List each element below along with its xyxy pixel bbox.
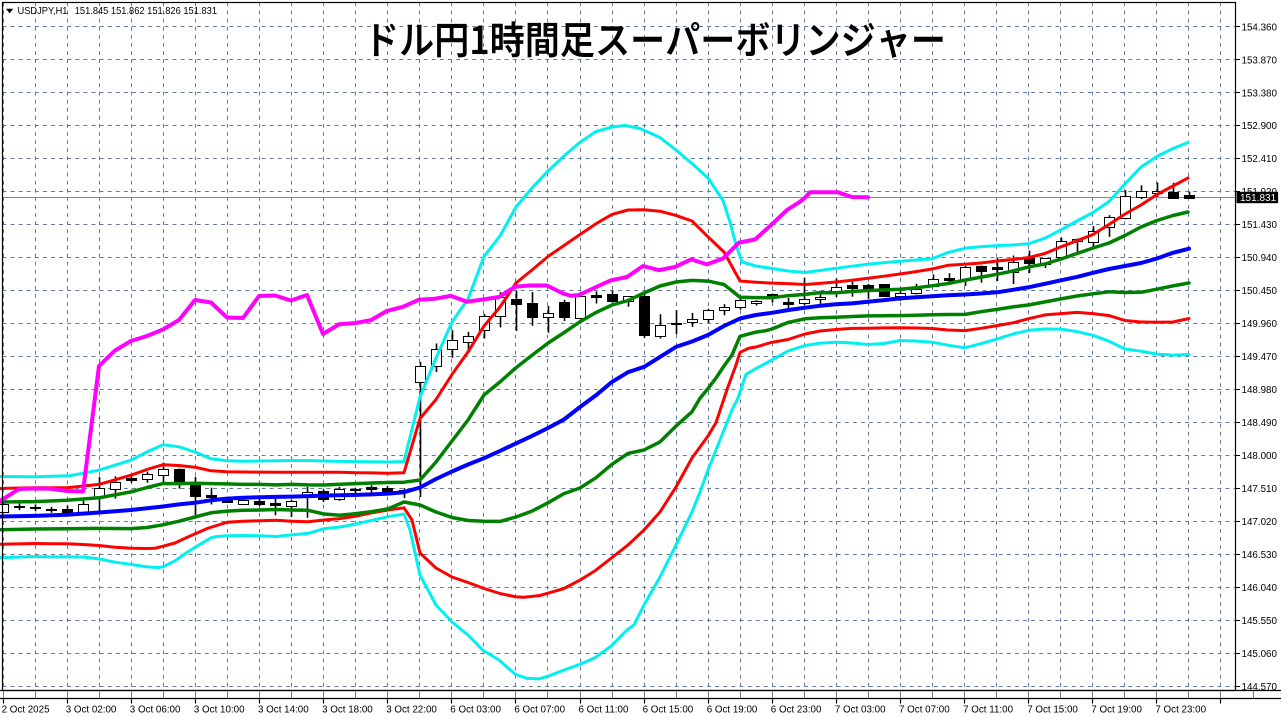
- svg-text:145.550: 145.550: [1242, 616, 1278, 627]
- svg-text:152.410: 152.410: [1242, 154, 1278, 165]
- svg-text:7 Oct 15:00: 7 Oct 15:00: [1027, 705, 1078, 716]
- svg-text:7 Oct 07:00: 7 Oct 07:00: [899, 705, 950, 716]
- svg-text:153.870: 153.870: [1242, 56, 1278, 67]
- svg-text:151.430: 151.430: [1242, 220, 1278, 231]
- svg-text:146.530: 146.530: [1242, 550, 1278, 561]
- svg-text:6 Oct 23:00: 6 Oct 23:00: [771, 705, 822, 716]
- svg-text:6 Oct 11:00: 6 Oct 11:00: [579, 705, 629, 716]
- svg-text:7 Oct 23:00: 7 Oct 23:00: [1155, 705, 1206, 716]
- svg-text:153.380: 153.380: [1242, 89, 1278, 100]
- svg-text:149.470: 149.470: [1242, 352, 1278, 363]
- svg-text:6 Oct 03:00: 6 Oct 03:00: [450, 705, 501, 716]
- svg-text:6 Oct 07:00: 6 Oct 07:00: [514, 705, 565, 716]
- svg-text:150.940: 150.940: [1242, 253, 1278, 264]
- svg-text:149.960: 149.960: [1242, 319, 1278, 330]
- svg-text:151.831: 151.831: [1240, 193, 1277, 204]
- svg-text:147.510: 147.510: [1242, 484, 1278, 495]
- svg-text:148.980: 148.980: [1242, 385, 1278, 396]
- svg-text:154.360: 154.360: [1242, 23, 1278, 34]
- svg-text:147.020: 147.020: [1242, 517, 1278, 528]
- svg-text:USDJPY,H1 151.845 151.862 151: USDJPY,H1 151.845 151.862 151.826 151.83…: [18, 5, 218, 17]
- svg-text:146.040: 146.040: [1242, 583, 1278, 594]
- svg-text:6 Oct 19:00: 6 Oct 19:00: [707, 705, 758, 716]
- svg-text:150.450: 150.450: [1242, 286, 1278, 297]
- svg-text:148.000: 148.000: [1242, 451, 1278, 462]
- svg-text:148.490: 148.490: [1242, 418, 1278, 429]
- svg-text:7 Oct 03:00: 7 Oct 03:00: [835, 705, 886, 716]
- svg-text:144.570: 144.570: [1242, 682, 1278, 693]
- svg-text:3 Oct 02:00: 3 Oct 02:00: [66, 705, 117, 716]
- svg-text:2 Oct 2025: 2 Oct 2025: [2, 705, 50, 716]
- svg-text:3 Oct 22:00: 3 Oct 22:00: [386, 705, 437, 716]
- svg-text:145.060: 145.060: [1242, 649, 1278, 660]
- svg-text:3 Oct 14:00: 3 Oct 14:00: [258, 705, 309, 716]
- svg-text:3 Oct 10:00: 3 Oct 10:00: [194, 705, 245, 716]
- svg-text:3 Oct 18:00: 3 Oct 18:00: [322, 705, 373, 716]
- svg-text:3 Oct 06:00: 3 Oct 06:00: [130, 705, 181, 716]
- svg-text:7 Oct 19:00: 7 Oct 19:00: [1091, 705, 1142, 716]
- svg-text:6 Oct 15:00: 6 Oct 15:00: [643, 705, 694, 716]
- svg-text:7 Oct 11:00: 7 Oct 11:00: [963, 705, 1013, 716]
- svg-text:152.900: 152.900: [1242, 121, 1278, 132]
